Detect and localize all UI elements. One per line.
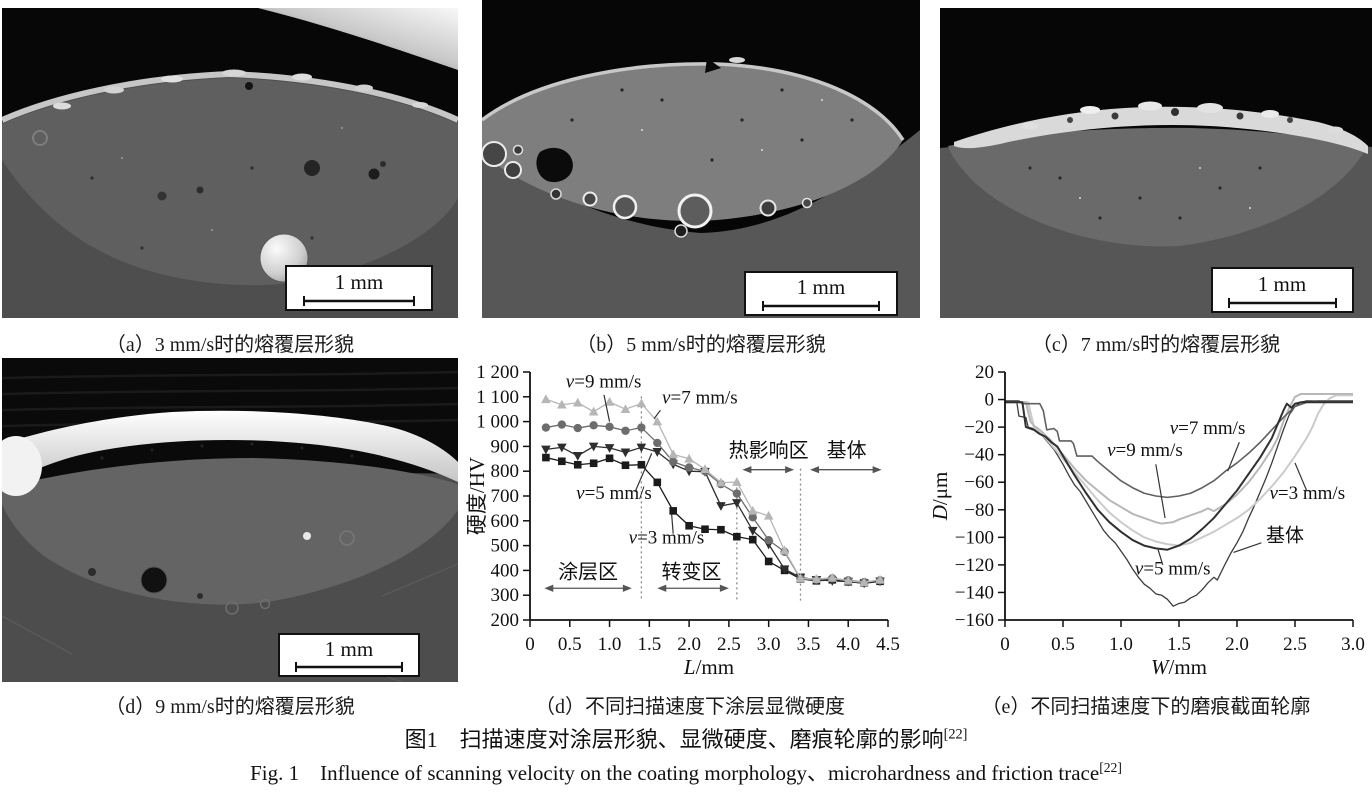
scale-bar: 1 mm xyxy=(285,265,433,311)
wear-profile-chart: −160 −140 −120 −100 −80 −60 −40 −20 0 20 0 0.5 1.0 1.… xyxy=(928,362,1365,679)
svg-text:v=3 mm/s: v=3 mm/s xyxy=(629,528,705,549)
svg-text:2.5: 2.5 xyxy=(1283,634,1307,655)
svg-text:2.0: 2.0 xyxy=(677,634,701,655)
caption-panel-d-chart: （d）不同扫描速度下涂层显微硬度 xyxy=(535,696,845,718)
svg-text:v=9 mm/s: v=9 mm/s xyxy=(1107,440,1183,461)
svg-text:−20: −20 xyxy=(964,417,994,438)
svg-text:v=7 mm/s: v=7 mm/s xyxy=(662,388,738,409)
svg-text:200: 200 xyxy=(491,610,520,631)
svg-text:−40: −40 xyxy=(964,445,994,466)
svg-text:3.0: 3.0 xyxy=(757,634,781,655)
svg-text:1.5: 1.5 xyxy=(637,634,661,655)
svg-text:800: 800 xyxy=(491,461,520,482)
figure-caption-cn: 图1 扫描速度对涂层形貌、显微硬度、磨痕轮廓的影响[22] xyxy=(0,722,1372,754)
svg-text:1 100: 1 100 xyxy=(476,387,519,408)
svg-text:600: 600 xyxy=(491,511,520,532)
scale-bar: 1 mm xyxy=(744,271,898,316)
svg-text:基体: 基体 xyxy=(1266,524,1304,546)
svg-text:v=5 mm/s: v=5 mm/s xyxy=(576,483,652,504)
svg-text:1 200: 1 200 xyxy=(476,362,519,383)
svg-text:v=3 mm/s: v=3 mm/s xyxy=(1269,483,1345,504)
background-striations xyxy=(2,370,458,428)
svg-text:300: 300 xyxy=(491,585,520,606)
sem-image-a: 1 mm xyxy=(2,8,458,318)
coating-cross-section xyxy=(2,410,458,682)
caption-panel-a: （a）3 mm/s时的熔覆层形貌 xyxy=(105,334,355,356)
svg-text:3.0: 3.0 xyxy=(1341,634,1365,655)
figure-caption-en-text: Fig. 1 Influence of scanning velocity on… xyxy=(250,761,1100,785)
sem-image-b: 1 mm xyxy=(482,0,920,318)
svg-text:D/μm: D/μm xyxy=(928,472,952,522)
svg-text:1 000: 1 000 xyxy=(476,412,519,433)
figure-caption-cn-text: 图1 扫描速度对涂层形貌、显微硬度、磨痕轮廓的影响 xyxy=(404,727,944,752)
svg-text:500: 500 xyxy=(491,536,520,557)
svg-text:转变区: 转变区 xyxy=(661,560,721,583)
scale-bar: 1 mm xyxy=(278,633,420,677)
pores xyxy=(88,530,355,615)
sem-image-d: 1 mm xyxy=(2,358,458,682)
svg-text:−120: −120 xyxy=(955,555,994,576)
svg-text:基体: 基体 xyxy=(827,439,867,462)
pores xyxy=(482,88,854,238)
figure-reference-cn: [22] xyxy=(943,726,968,743)
svg-text:400: 400 xyxy=(491,560,520,581)
pores xyxy=(32,82,386,250)
svg-text:0: 0 xyxy=(985,390,995,411)
svg-text:v=9 mm/s: v=9 mm/s xyxy=(566,371,642,392)
svg-text:涂层区: 涂层区 xyxy=(558,560,618,583)
svg-text:3.5: 3.5 xyxy=(797,634,821,655)
figure-caption-en: Fig. 1 Influence of scanning velocity on… xyxy=(0,757,1372,787)
svg-text:硬度/HV: 硬度/HV xyxy=(465,457,489,535)
scale-label: 1 mm xyxy=(325,637,373,661)
svg-text:−140: −140 xyxy=(955,582,994,603)
figure-reference-en: [22] xyxy=(1099,760,1122,775)
bright-streak xyxy=(258,8,458,70)
svg-text:−160: −160 xyxy=(955,610,994,631)
svg-text:900: 900 xyxy=(491,436,520,457)
svg-text:1.0: 1.0 xyxy=(1109,634,1133,655)
svg-text:W/mm: W/mm xyxy=(1151,655,1207,679)
svg-text:1.5: 1.5 xyxy=(1167,634,1191,655)
caption-panel-e-chart: （e）不同扫描速度下的磨痕截面轮廓 xyxy=(981,696,1311,718)
svg-text:−80: −80 xyxy=(964,500,994,521)
svg-text:−60: −60 xyxy=(964,472,994,493)
svg-text:0: 0 xyxy=(525,634,535,655)
caption-panel-c: （c）7 mm/s时的熔覆层形貌 xyxy=(1031,334,1281,356)
svg-text:700: 700 xyxy=(491,486,520,507)
svg-text:1.0: 1.0 xyxy=(598,634,622,655)
svg-text:2.5: 2.5 xyxy=(717,634,741,655)
scale-label: 1 mm xyxy=(335,270,383,294)
scale-label: 1 mm xyxy=(1258,272,1306,296)
scale-bar: 1 mm xyxy=(1211,267,1354,313)
svg-text:0.5: 0.5 xyxy=(558,634,582,655)
svg-text:v=5 mm/s: v=5 mm/s xyxy=(1135,559,1211,580)
coating-cross-section xyxy=(2,69,458,318)
caption-panel-b: （b）5 mm/s时的熔覆层形貌 xyxy=(576,334,826,356)
bright-crust xyxy=(2,410,458,486)
svg-text:4.5: 4.5 xyxy=(876,634,900,655)
svg-text:L/mm: L/mm xyxy=(683,655,734,679)
pores xyxy=(1028,166,1262,220)
scale-label: 1 mm xyxy=(797,275,845,299)
svg-text:20: 20 xyxy=(975,362,994,383)
svg-text:0.5: 0.5 xyxy=(1051,634,1075,655)
svg-text:4.0: 4.0 xyxy=(836,634,860,655)
caption-panel-d-image: （d）9 mm/s时的熔覆层形貌 xyxy=(105,696,355,718)
svg-text:v=7 mm/s: v=7 mm/s xyxy=(1170,418,1246,439)
svg-text:−100: −100 xyxy=(955,527,994,548)
svg-text:0: 0 xyxy=(1000,634,1010,655)
microhardness-chart: 200 300 400 500 600 700 800 900 1 000 1 100 1 200 0… xyxy=(465,362,900,679)
sem-image-c: 1 mm xyxy=(940,8,1372,318)
svg-text:2.0: 2.0 xyxy=(1225,634,1249,655)
svg-text:热影响区: 热影响区 xyxy=(729,439,809,462)
